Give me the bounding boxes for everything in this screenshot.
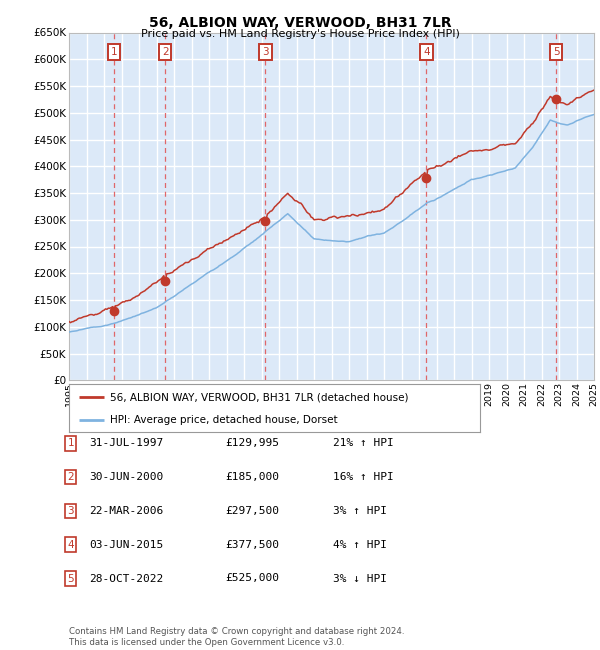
- Text: 5: 5: [67, 573, 74, 584]
- Text: This data is licensed under the Open Government Licence v3.0.: This data is licensed under the Open Gov…: [69, 638, 344, 647]
- Text: 56, ALBION WAY, VERWOOD, BH31 7LR (detached house): 56, ALBION WAY, VERWOOD, BH31 7LR (detac…: [110, 392, 409, 402]
- Text: £185,000: £185,000: [225, 472, 279, 482]
- Text: Contains HM Land Registry data © Crown copyright and database right 2024.: Contains HM Land Registry data © Crown c…: [69, 627, 404, 636]
- Text: £525,000: £525,000: [225, 573, 279, 584]
- Text: HPI: Average price, detached house, Dorset: HPI: Average price, detached house, Dors…: [110, 415, 338, 424]
- Text: 5: 5: [553, 47, 559, 57]
- Text: 2: 2: [67, 472, 74, 482]
- Text: 1: 1: [67, 438, 74, 448]
- Text: 21% ↑ HPI: 21% ↑ HPI: [333, 438, 394, 448]
- Text: 3: 3: [67, 506, 74, 516]
- Text: £377,500: £377,500: [225, 540, 279, 550]
- Text: £297,500: £297,500: [225, 506, 279, 516]
- Text: 4% ↑ HPI: 4% ↑ HPI: [333, 540, 387, 550]
- Text: 2: 2: [162, 47, 169, 57]
- Text: 16% ↑ HPI: 16% ↑ HPI: [333, 472, 394, 482]
- Text: 28-OCT-2022: 28-OCT-2022: [89, 573, 163, 584]
- Text: Price paid vs. HM Land Registry's House Price Index (HPI): Price paid vs. HM Land Registry's House …: [140, 29, 460, 38]
- Text: 22-MAR-2006: 22-MAR-2006: [89, 506, 163, 516]
- Text: 4: 4: [67, 540, 74, 550]
- Text: £129,995: £129,995: [225, 438, 279, 448]
- Text: 4: 4: [423, 47, 430, 57]
- Text: 3% ↑ HPI: 3% ↑ HPI: [333, 506, 387, 516]
- Text: 3% ↓ HPI: 3% ↓ HPI: [333, 573, 387, 584]
- Text: 56, ALBION WAY, VERWOOD, BH31 7LR: 56, ALBION WAY, VERWOOD, BH31 7LR: [149, 16, 451, 30]
- Text: 30-JUN-2000: 30-JUN-2000: [89, 472, 163, 482]
- Text: 3: 3: [262, 47, 269, 57]
- Text: 03-JUN-2015: 03-JUN-2015: [89, 540, 163, 550]
- Text: 31-JUL-1997: 31-JUL-1997: [89, 438, 163, 448]
- Text: 1: 1: [111, 47, 118, 57]
